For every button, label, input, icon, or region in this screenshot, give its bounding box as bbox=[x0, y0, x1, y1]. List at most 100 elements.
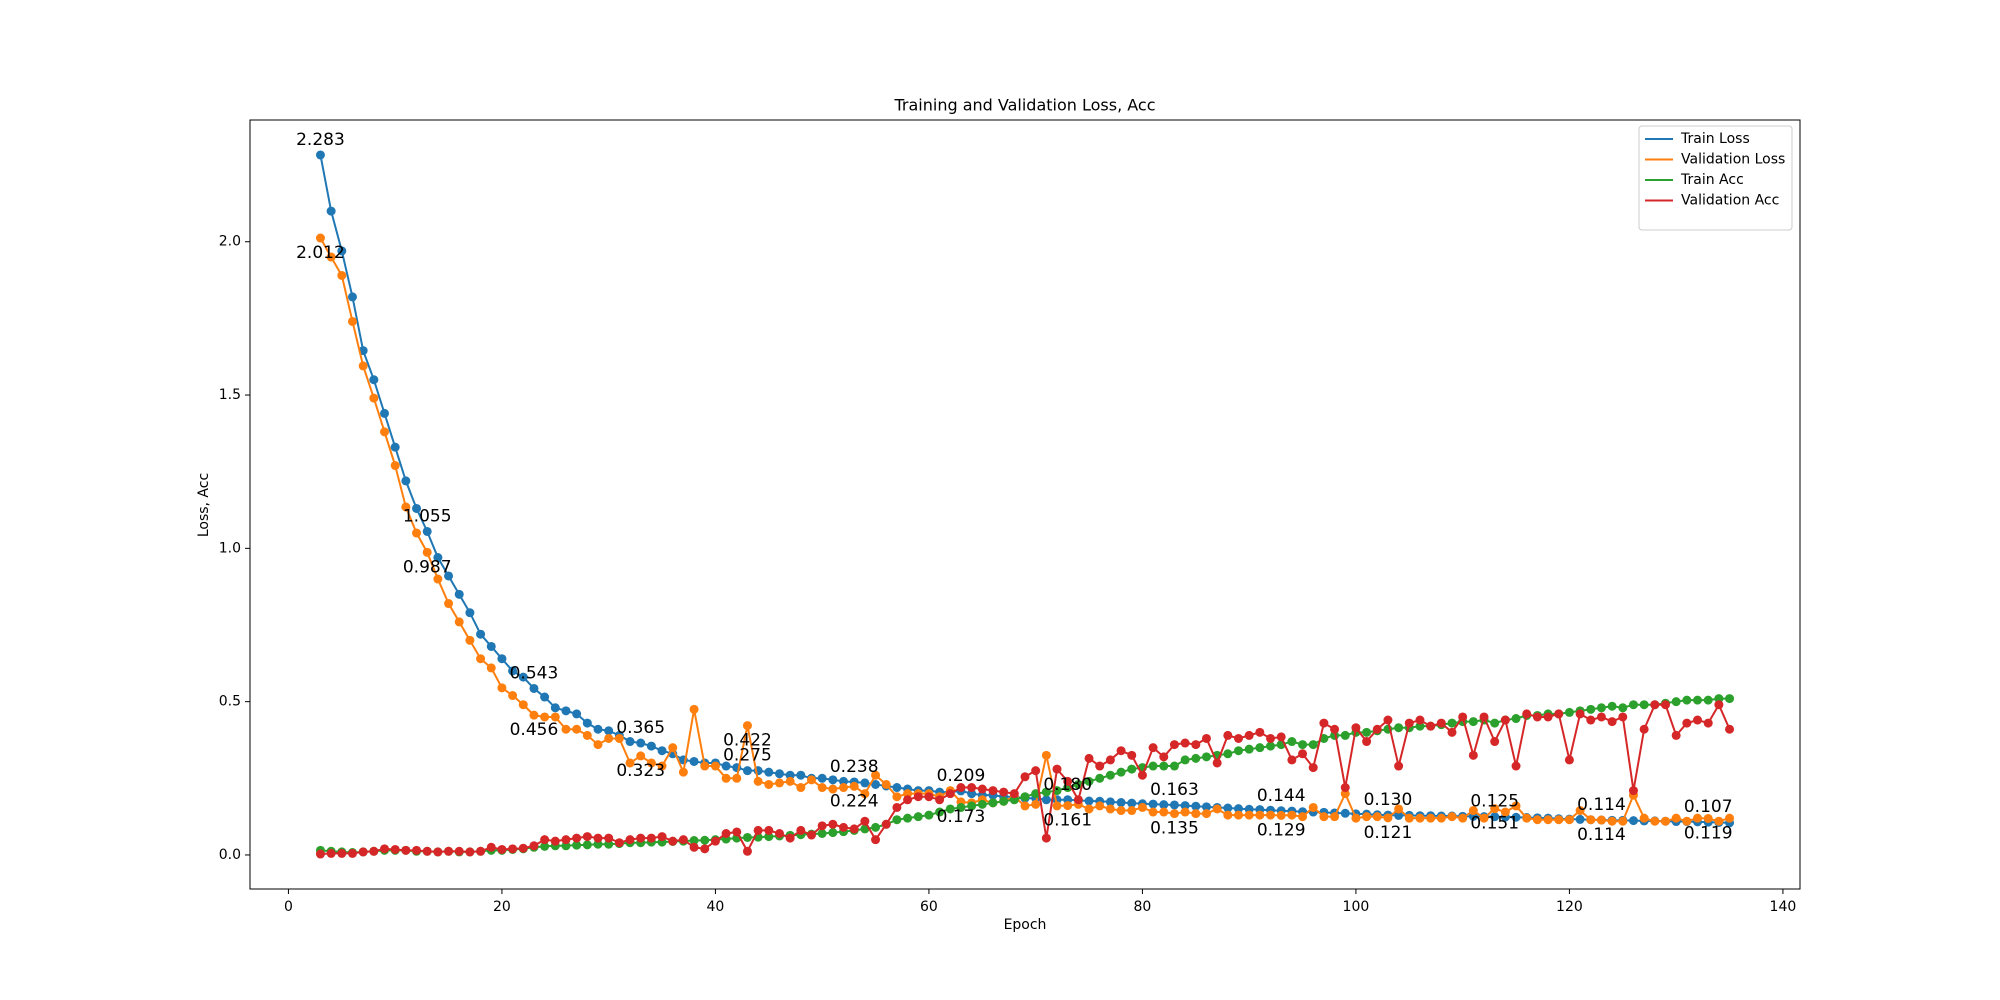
point bbox=[497, 654, 507, 664]
point bbox=[646, 833, 656, 843]
point bbox=[764, 825, 774, 835]
point bbox=[839, 822, 849, 832]
point bbox=[657, 761, 667, 771]
point bbox=[689, 756, 699, 766]
point bbox=[390, 844, 400, 854]
point bbox=[1180, 801, 1190, 811]
annotation: 0.543 bbox=[510, 663, 559, 683]
point bbox=[1394, 723, 1404, 733]
point bbox=[1148, 807, 1158, 817]
annotation: 0.422 bbox=[723, 731, 772, 751]
point bbox=[1287, 737, 1297, 747]
point bbox=[1500, 807, 1510, 817]
point bbox=[1287, 755, 1297, 765]
point bbox=[380, 844, 390, 854]
point bbox=[860, 778, 870, 788]
point bbox=[977, 799, 987, 809]
point bbox=[1596, 712, 1606, 722]
point bbox=[903, 813, 913, 823]
point bbox=[1372, 812, 1382, 822]
point bbox=[1554, 709, 1564, 719]
point bbox=[337, 246, 347, 256]
point bbox=[1703, 718, 1713, 728]
point bbox=[1436, 813, 1446, 823]
point bbox=[1618, 816, 1628, 826]
annotation: 0.209 bbox=[937, 766, 986, 786]
point bbox=[1159, 761, 1169, 771]
point bbox=[678, 835, 688, 845]
point bbox=[1298, 749, 1308, 759]
point bbox=[1693, 715, 1703, 725]
point bbox=[1394, 761, 1404, 771]
point bbox=[742, 832, 752, 842]
point bbox=[540, 712, 550, 722]
point bbox=[1116, 767, 1126, 777]
point bbox=[1607, 816, 1617, 826]
point bbox=[657, 746, 667, 756]
point bbox=[347, 316, 357, 326]
point bbox=[604, 833, 614, 843]
point bbox=[508, 666, 518, 676]
point bbox=[1276, 810, 1286, 820]
point bbox=[1137, 802, 1147, 812]
point bbox=[1127, 798, 1137, 808]
annotation: 0.129 bbox=[1257, 820, 1306, 840]
annotation: 0.161 bbox=[1043, 811, 1092, 831]
point bbox=[1180, 755, 1190, 765]
point bbox=[977, 784, 987, 794]
point bbox=[1084, 796, 1094, 806]
point bbox=[935, 795, 945, 805]
point bbox=[380, 408, 390, 418]
point bbox=[721, 773, 731, 783]
annotation: 1.055 bbox=[403, 506, 452, 526]
point bbox=[1458, 813, 1468, 823]
legend-label: Validation Loss bbox=[1681, 152, 1785, 168]
point bbox=[1511, 761, 1521, 771]
point bbox=[1276, 732, 1286, 742]
point bbox=[1212, 804, 1222, 814]
point bbox=[1266, 810, 1276, 820]
point bbox=[774, 769, 784, 779]
point bbox=[1169, 800, 1179, 810]
point bbox=[1575, 814, 1585, 824]
point bbox=[1041, 795, 1051, 805]
point bbox=[935, 807, 945, 817]
point bbox=[956, 783, 966, 793]
point bbox=[1233, 810, 1243, 820]
point bbox=[1575, 806, 1585, 816]
point bbox=[742, 846, 752, 856]
point bbox=[1554, 815, 1564, 825]
point bbox=[604, 733, 614, 743]
point bbox=[742, 766, 752, 776]
x-tick-label: 140 bbox=[1770, 899, 1797, 915]
point bbox=[315, 233, 325, 243]
x-tick-label: 0 bbox=[284, 899, 293, 915]
point bbox=[508, 844, 518, 854]
point bbox=[817, 783, 827, 793]
point bbox=[1650, 816, 1660, 826]
point bbox=[817, 821, 827, 831]
x-tick-label: 100 bbox=[1343, 899, 1370, 915]
point bbox=[1255, 727, 1265, 737]
x-tick-label: 120 bbox=[1556, 899, 1583, 915]
annotation: 0.144 bbox=[1257, 786, 1306, 806]
point bbox=[1383, 813, 1393, 823]
point bbox=[817, 773, 827, 783]
point bbox=[508, 691, 518, 701]
point bbox=[1468, 750, 1478, 760]
point bbox=[1031, 789, 1041, 799]
point bbox=[945, 789, 955, 799]
point bbox=[1426, 721, 1436, 731]
point bbox=[1564, 755, 1574, 765]
annotation: 0.107 bbox=[1684, 797, 1733, 817]
point bbox=[913, 812, 923, 822]
point bbox=[369, 846, 379, 856]
point bbox=[1532, 815, 1542, 825]
point bbox=[1426, 813, 1436, 823]
point bbox=[999, 796, 1009, 806]
plot-frame bbox=[249, 119, 1801, 890]
point bbox=[1105, 797, 1115, 807]
point bbox=[700, 835, 710, 845]
point bbox=[881, 819, 891, 829]
